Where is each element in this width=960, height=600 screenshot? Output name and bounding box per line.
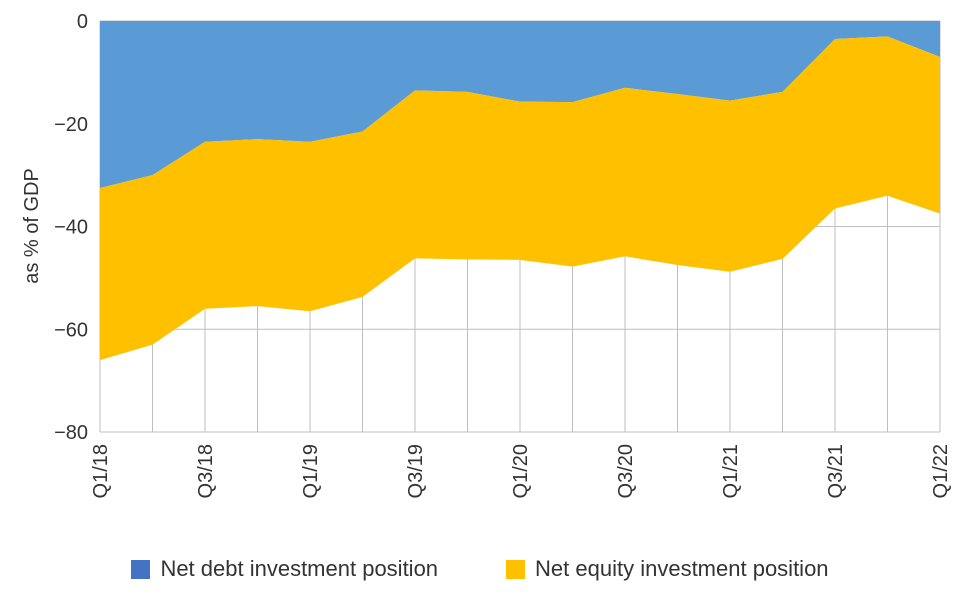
legend-label-equity: Net equity investment position [535, 556, 829, 581]
y-tick-label: 0 [77, 11, 88, 33]
x-tick-label: Q1/22 [930, 444, 952, 498]
x-tick-label: Q1/20 [510, 444, 532, 498]
y-tick-labels: 0 −20 −40 −60 −80 [54, 11, 88, 444]
y-tick-label: −40 [54, 217, 88, 239]
x-tick-label: Q3/19 [405, 444, 427, 498]
y-tick-label: −20 [54, 114, 88, 136]
area-series-1 [100, 36, 940, 361]
x-tick-label: Q3/20 [615, 444, 637, 498]
area-series-0 [100, 21, 940, 188]
legend: Net debt investment position Net equity … [0, 556, 960, 582]
legend-item-debt: Net debt investment position [131, 556, 438, 582]
y-tick-label: −60 [54, 319, 88, 341]
x-tick-labels: Q1/18 Q3/18 Q1/19 Q3/19 Q1/20 Q3/20 Q1/21 Q3/21… [90, 444, 952, 498]
legend-swatch-equity [506, 559, 526, 579]
x-tick-label: Q3/21 [825, 444, 847, 498]
x-tick-label: Q1/18 [90, 444, 112, 498]
y-tick-label: −80 [54, 422, 88, 444]
legend-swatch-debt [131, 559, 151, 579]
x-tick-label: Q3/18 [195, 444, 217, 498]
legend-item-equity: Net equity investment position [506, 556, 829, 582]
legend-label-debt: Net debt investment position [160, 556, 439, 581]
x-tick-label: Q1/19 [300, 444, 322, 498]
x-tick-label: Q1/21 [720, 444, 742, 498]
y-axis-title: as % of GDP [21, 168, 43, 284]
area-layer [100, 21, 940, 361]
